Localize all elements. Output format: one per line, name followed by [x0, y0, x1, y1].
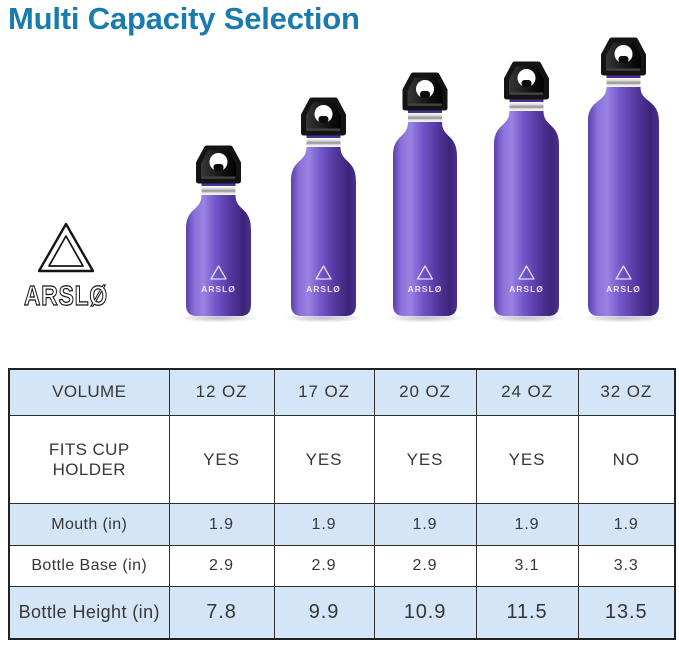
cell-cupholder-12oz: YES [168, 414, 275, 505]
svg-text:ARSLØ: ARSLØ [201, 284, 236, 294]
cell-cupholder-24oz: YES [475, 414, 579, 505]
cell-height-20oz: 10.9 [373, 585, 477, 640]
cell-height-17oz: 9.9 [273, 585, 375, 640]
cell-mouth-20oz: 1.9 [373, 503, 477, 546]
cell-volume-20oz: 20 OZ [373, 368, 477, 416]
cell-volume-17oz: 17 OZ [273, 368, 375, 416]
table-row-volume: VOLUME 12 OZ 17 OZ 20 OZ 24 OZ 32 OZ [8, 368, 676, 416]
cell-volume-12oz: 12 OZ [168, 368, 275, 416]
cell-cupholder-32oz: NO [577, 414, 676, 505]
row-label-height: Bottle Height (in) [8, 585, 170, 640]
cell-volume-32oz: 32 OZ [577, 368, 676, 416]
bottle-12oz: ARSLØ [178, 145, 259, 323]
cell-mouth-24oz: 1.9 [475, 503, 579, 546]
bottle-24oz: ARSLØ [486, 61, 567, 323]
svg-text:ARSLØ: ARSLØ [408, 284, 443, 294]
cell-mouth-17oz: 1.9 [273, 503, 375, 546]
triangle-inner-icon [48, 235, 84, 267]
row-label-mouth: Mouth (in) [8, 503, 170, 546]
svg-text:ARSLØ: ARSLØ [509, 284, 544, 294]
cell-base-17oz: 2.9 [273, 544, 375, 587]
bottle-17oz: ARSLØ [283, 97, 364, 323]
table-row-base: Bottle Base (in) 2.9 2.9 2.9 3.1 3.3 [8, 544, 676, 587]
table-row-mouth: Mouth (in) 1.9 1.9 1.9 1.9 1.9 [8, 503, 676, 546]
cell-height-24oz: 11.5 [475, 585, 579, 640]
cell-cupholder-17oz: YES [273, 414, 375, 505]
cell-mouth-12oz: 1.9 [168, 503, 275, 546]
row-label-volume: VOLUME [8, 368, 170, 416]
page-title: Multi Capacity Selection [8, 1, 360, 36]
bottle-20oz: ARSLØ [385, 72, 465, 323]
brand-wordmark: ARSLØ [24, 280, 108, 311]
cell-base-20oz: 2.9 [373, 544, 477, 587]
table-row-cup-holder: FITS CUP HOLDER YES YES YES YES NO [8, 414, 676, 505]
row-label-cup-holder: FITS CUP HOLDER [8, 414, 170, 505]
svg-text:ARSLØ: ARSLØ [606, 284, 641, 294]
cell-base-12oz: 2.9 [168, 544, 275, 587]
cell-height-12oz: 7.8 [168, 585, 275, 640]
table-row-height: Bottle Height (in) 7.8 9.9 10.9 11.5 13.… [8, 585, 676, 640]
cell-mouth-32oz: 1.9 [577, 503, 676, 546]
row-label-base: Bottle Base (in) [8, 544, 170, 587]
brand-logo: ARSLØ [14, 219, 118, 315]
brand-logo-graphic: ARSLØ [23, 222, 108, 312]
cell-height-32oz: 13.5 [577, 585, 676, 640]
cell-base-24oz: 3.1 [475, 544, 579, 587]
svg-text:ARSLØ: ARSLØ [306, 284, 341, 294]
spec-table: VOLUME 12 OZ 17 OZ 20 OZ 24 OZ 32 OZ FIT… [8, 368, 676, 640]
cell-base-32oz: 3.3 [577, 544, 676, 587]
cell-volume-24oz: 24 OZ [475, 368, 579, 416]
cell-cupholder-20oz: YES [373, 414, 477, 505]
bottle-32oz: ARSLØ [580, 37, 667, 323]
triangle-icon [37, 222, 95, 273]
